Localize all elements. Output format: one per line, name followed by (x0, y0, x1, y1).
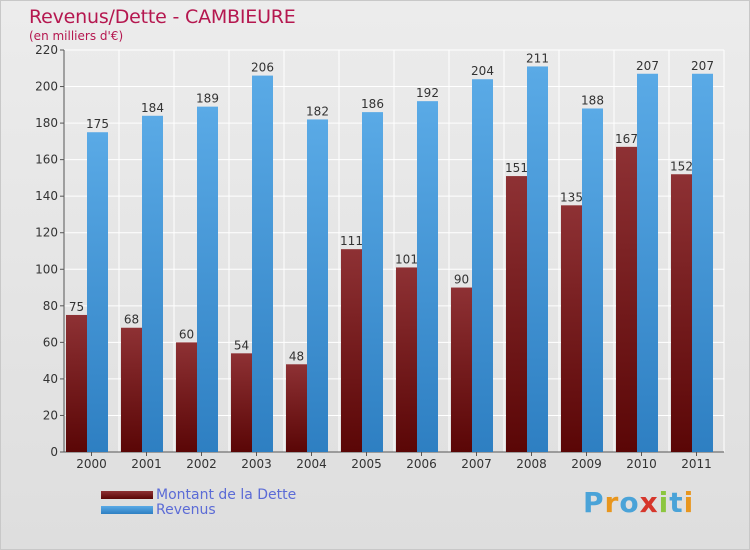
data-label-revenue-2004: 182 (306, 104, 329, 118)
bar-debt-2003 (231, 353, 252, 452)
data-label-debt-2006: 101 (395, 252, 418, 266)
y-tick-label: 200 (35, 80, 58, 94)
logo-letter: i (658, 486, 670, 519)
x-tick-label-2006: 2006 (406, 457, 437, 471)
x-tick-label-2002: 2002 (186, 457, 217, 471)
y-tick-label: 80 (43, 299, 58, 313)
logo-letter: r (604, 486, 620, 519)
bar-debt-2002 (176, 342, 197, 452)
logo-letter: x (639, 486, 659, 519)
x-tick-label-2007: 2007 (461, 457, 492, 471)
data-label-revenue-2010: 207 (636, 59, 659, 73)
data-label-debt-2003: 54 (234, 338, 249, 352)
y-tick-label: 220 (35, 43, 58, 57)
bar-revenue-2008 (527, 66, 548, 452)
data-label-debt-2008: 151 (505, 161, 528, 175)
data-label-revenue-2005: 186 (361, 97, 384, 111)
data-label-debt-2004: 48 (289, 349, 304, 363)
x-tick-label-2003: 2003 (241, 457, 272, 471)
y-tick-label: 100 (35, 262, 58, 276)
data-label-revenue-2003: 206 (251, 61, 274, 75)
data-label-revenue-2007: 204 (471, 64, 494, 78)
legend-label-revenue: Revenus (156, 502, 216, 518)
bar-revenue-2006 (417, 101, 438, 452)
bar-debt-2004 (286, 364, 307, 452)
bar-revenue-2005 (362, 112, 383, 453)
data-label-debt-2007: 90 (454, 273, 469, 287)
bar-revenue-2002 (197, 106, 218, 453)
data-label-debt-2000: 75 (69, 300, 84, 314)
x-tick-label-2011: 2011 (681, 457, 712, 471)
bar-debt-2011 (671, 174, 692, 452)
bar-debt-2010 (616, 146, 637, 452)
legend-label-debt: Montant de la Dette (156, 487, 297, 503)
data-label-revenue-2002: 189 (196, 92, 219, 106)
bar-debt-2009 (561, 205, 582, 452)
x-tick-label-2009: 2009 (571, 457, 602, 471)
y-tick-label: 20 (43, 408, 58, 422)
data-label-debt-2010: 167 (615, 132, 638, 146)
bar-revenue-2011 (692, 73, 713, 452)
bar-revenue-2000 (87, 132, 108, 452)
x-tick-label-2010: 2010 (626, 457, 657, 471)
x-tick-label-2000: 2000 (76, 457, 107, 471)
x-tick-label-2004: 2004 (296, 457, 327, 471)
chart-subtitle: (en milliers d'€) (29, 29, 124, 43)
bar-revenue-2004 (307, 119, 328, 452)
data-label-revenue-2006: 192 (416, 86, 439, 100)
data-label-debt-2005: 111 (340, 234, 363, 248)
y-tick-label: 60 (43, 335, 58, 349)
logo-letter: i (683, 486, 695, 519)
x-tick-label-2001: 2001 (131, 457, 162, 471)
bar-revenue-2003 (252, 75, 273, 452)
bar-revenue-2010 (637, 73, 658, 452)
bar-debt-2000 (66, 314, 87, 452)
data-label-debt-2011: 152 (670, 159, 693, 173)
y-tick-label: 120 (35, 226, 58, 240)
data-label-debt-2002: 60 (179, 327, 194, 341)
bar-debt-2008 (506, 176, 527, 452)
proxiti-logo: Proxiti (583, 486, 694, 519)
bar-debt-2006 (396, 267, 417, 452)
y-tick-label: 0 (50, 445, 58, 459)
chart-title: Revenus/Dette - CAMBIEURE (29, 6, 296, 28)
data-label-revenue-2009: 188 (581, 93, 604, 107)
data-label-debt-2001: 68 (124, 313, 139, 327)
bar-revenue-2007 (472, 79, 493, 453)
x-tick-label-2008: 2008 (516, 457, 547, 471)
legend-swatch-debt (101, 491, 153, 499)
logo-letter: P (583, 486, 605, 519)
bar-debt-2005 (341, 249, 362, 452)
bar-debt-2001 (121, 327, 142, 452)
bar-revenue-2001 (142, 115, 163, 453)
legend-swatch-revenue (101, 506, 153, 514)
logo-letter: o (619, 486, 640, 519)
data-label-revenue-2000: 175 (86, 117, 109, 131)
logo-letter: t (669, 486, 684, 519)
y-tick-label: 40 (43, 372, 58, 386)
y-tick-label: 160 (35, 153, 58, 167)
y-tick-label: 140 (35, 189, 58, 203)
bar-revenue-2009 (582, 108, 603, 453)
data-label-debt-2009: 135 (560, 190, 583, 204)
data-label-revenue-2001: 184 (141, 101, 164, 115)
y-tick-label: 180 (35, 116, 58, 130)
data-label-revenue-2011: 207 (691, 59, 714, 73)
x-tick-label-2005: 2005 (351, 457, 382, 471)
bar-debt-2007 (451, 287, 472, 452)
data-label-revenue-2008: 211 (526, 51, 549, 65)
